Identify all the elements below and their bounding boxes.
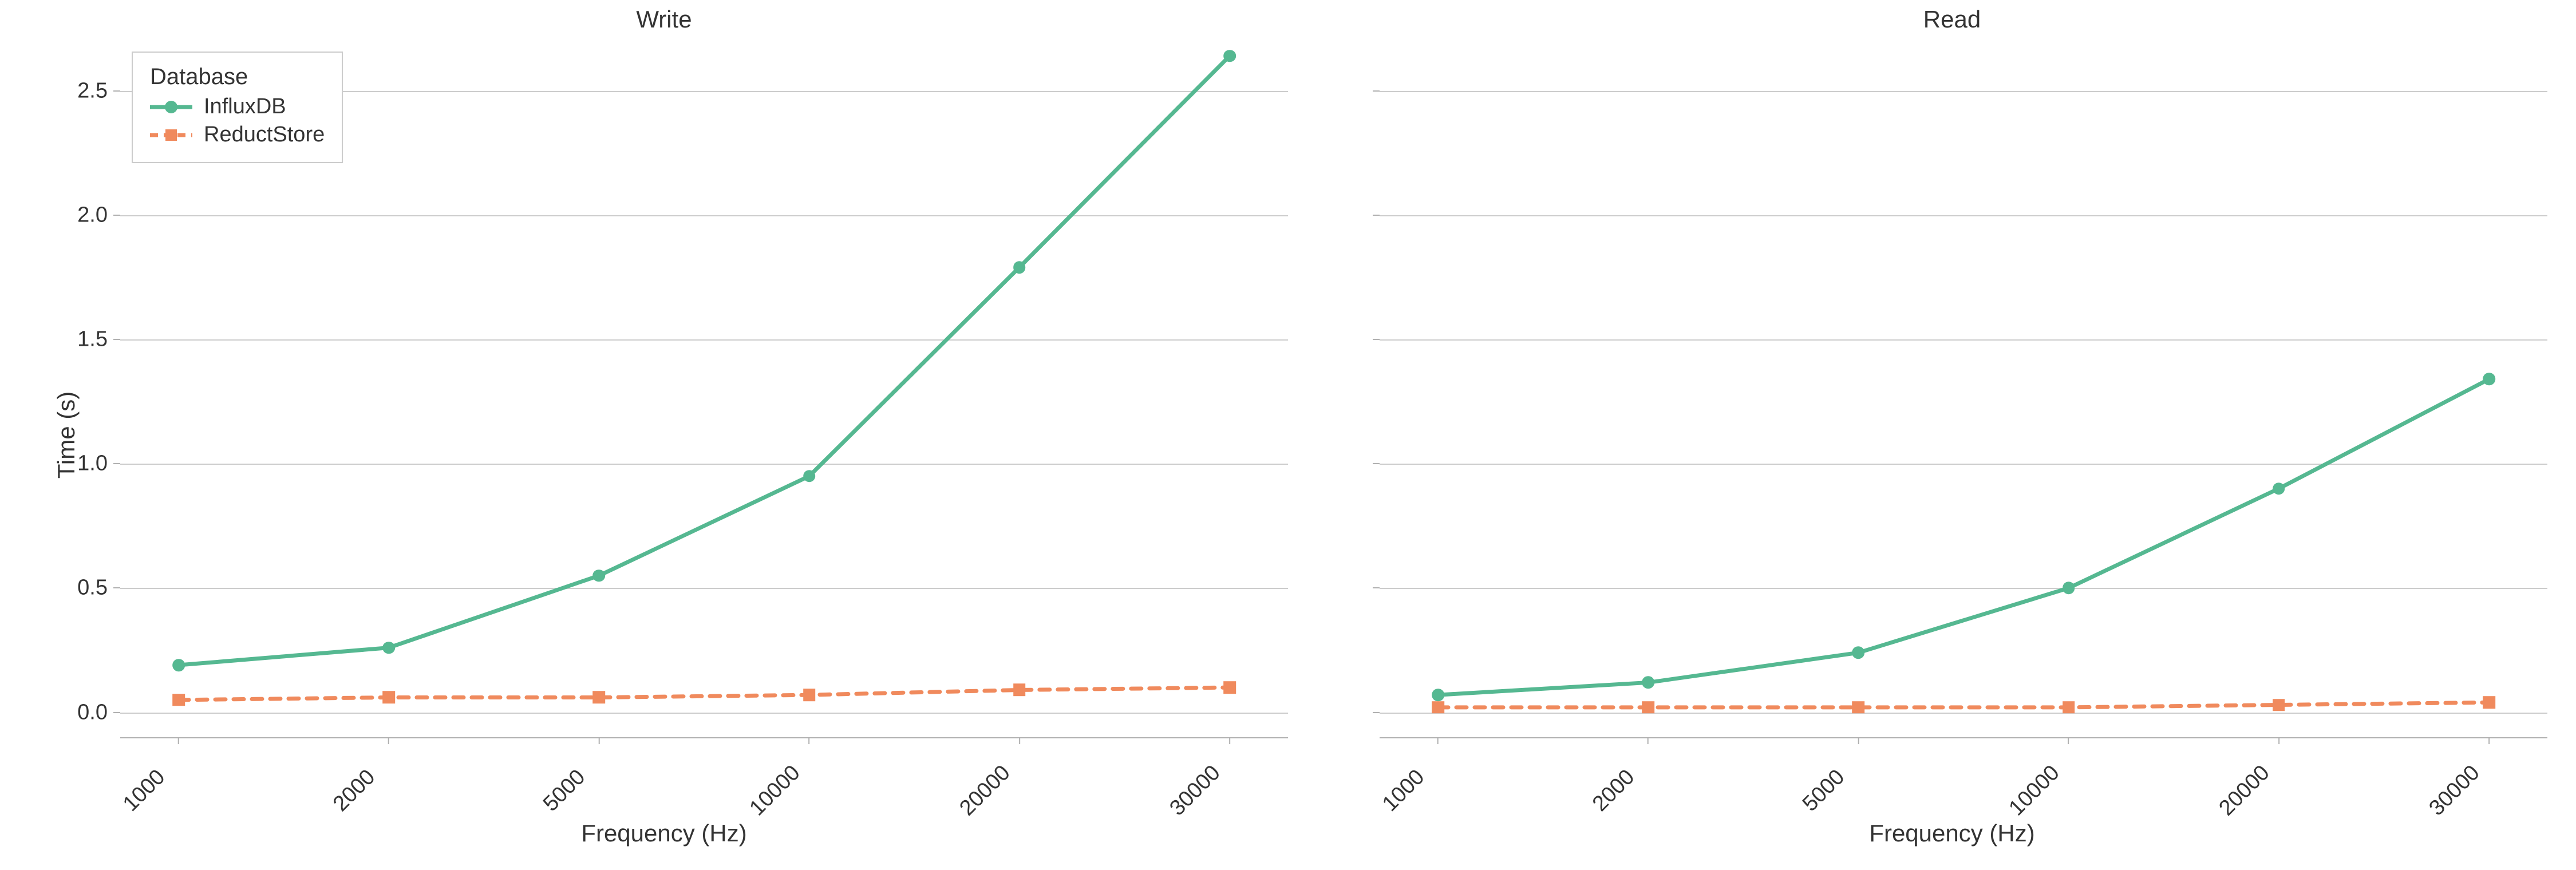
circle-marker-icon: [1432, 689, 1444, 701]
circle-marker-icon: [2063, 582, 2075, 595]
xtick-mark: [2488, 737, 2490, 744]
xtick: 1000: [155, 737, 203, 769]
ytick-mark: [1373, 215, 1380, 216]
legend: Database InfluxDB ReductStore: [132, 52, 343, 163]
xtick-label: 1000: [1378, 765, 1429, 816]
square-marker-icon: [1432, 701, 1444, 714]
legend-swatch-reductstore: [150, 128, 192, 142]
circle-marker-icon: [2483, 373, 2495, 386]
ytick-label: 2.0: [77, 203, 120, 227]
marker-layer: [1380, 29, 2547, 737]
xtick: 30000: [2459, 737, 2519, 769]
xtick: 1000: [1414, 737, 1463, 769]
ytick-label: 2.5: [77, 78, 120, 103]
xtick: 10000: [779, 737, 840, 769]
plot-area-read: 100020005000100002000030000: [1380, 29, 2547, 738]
figure: Database InfluxDB ReductStore Write Time…: [6, 6, 2576, 864]
square-marker-icon: [1642, 701, 1654, 714]
xtick-label: 5000: [539, 765, 590, 816]
ytick-mark: [1373, 90, 1380, 92]
xtick-mark: [1858, 737, 1859, 744]
xtick-label: 20000: [955, 761, 1015, 821]
xtick: 30000: [1199, 737, 1260, 769]
ytick-mark: [1373, 712, 1380, 713]
legend-label: InfluxDB: [204, 94, 286, 119]
ytick-label: 1.5: [77, 327, 120, 351]
xtick: 10000: [2038, 737, 2099, 769]
xtick: 5000: [575, 737, 623, 769]
xtick-label: 10000: [745, 761, 805, 821]
ytick-mark: [1373, 587, 1380, 588]
xtick-mark: [178, 737, 179, 744]
xtick: 2000: [1624, 737, 1673, 769]
xtick-label: 10000: [2004, 761, 2064, 821]
ytick-label: 0.0: [77, 700, 120, 725]
xtick: 20000: [2249, 737, 2309, 769]
circle-marker-icon: [1642, 677, 1654, 689]
ytick-mark: [1373, 463, 1380, 464]
circle-marker-icon: [382, 642, 395, 654]
xtick: 5000: [1834, 737, 1883, 769]
xtick-label: 30000: [1165, 761, 1225, 821]
circle-marker-icon: [2273, 483, 2285, 495]
circle-marker-icon: [1852, 647, 1865, 659]
xtick-mark: [1019, 737, 1020, 744]
xtick-mark: [809, 737, 810, 744]
xtick-label: 20000: [2214, 761, 2274, 821]
y-axis-label: Time (s): [53, 391, 80, 478]
xtick-label: 5000: [1798, 765, 1850, 816]
x-axis-label: Frequency (Hz): [6, 820, 1322, 847]
square-marker-icon: [172, 694, 185, 706]
square-marker-icon: [1223, 681, 1236, 694]
xtick-mark: [2278, 737, 2279, 744]
xtick-mark: [1229, 737, 1230, 744]
circle-marker-icon: [803, 470, 816, 483]
circle-marker-icon: [165, 101, 177, 113]
x-axis-label: Frequency (Hz): [1322, 820, 2576, 847]
circle-marker-icon: [1013, 261, 1026, 274]
xtick: 2000: [365, 737, 413, 769]
circle-marker-icon: [1223, 50, 1236, 62]
square-marker-icon: [593, 691, 606, 704]
square-marker-icon: [2273, 699, 2285, 711]
legend-item-reductstore: ReductStore: [150, 122, 325, 147]
square-marker-icon: [165, 129, 177, 141]
xtick-label: 2000: [1588, 765, 1639, 816]
xtick-label: 1000: [118, 765, 170, 816]
circle-marker-icon: [172, 659, 185, 671]
xtick: 20000: [989, 737, 1050, 769]
legend-swatch-influxdb: [150, 100, 192, 114]
xtick-mark: [388, 737, 389, 744]
legend-item-influxdb: InfluxDB: [150, 94, 325, 119]
panel-read: Read 100020005000100002000030000 Frequen…: [1322, 6, 2576, 864]
legend-title: Database: [150, 64, 325, 90]
square-marker-icon: [382, 691, 395, 704]
square-marker-icon: [1852, 701, 1865, 714]
ytick-label: 0.5: [77, 576, 120, 600]
xtick-mark: [598, 737, 599, 744]
ytick-label: 1.0: [77, 452, 120, 476]
square-marker-icon: [1013, 684, 1026, 697]
xtick-mark: [1647, 737, 1649, 744]
xtick-mark: [1437, 737, 1439, 744]
xtick-mark: [2068, 737, 2069, 744]
xtick-label: 30000: [2424, 761, 2484, 821]
xtick-label: 2000: [329, 765, 380, 816]
square-marker-icon: [2063, 701, 2075, 714]
legend-label: ReductStore: [204, 122, 325, 147]
square-marker-icon: [2483, 696, 2495, 709]
circle-marker-icon: [593, 570, 606, 582]
ytick-mark: [1373, 339, 1380, 340]
square-marker-icon: [803, 689, 816, 701]
